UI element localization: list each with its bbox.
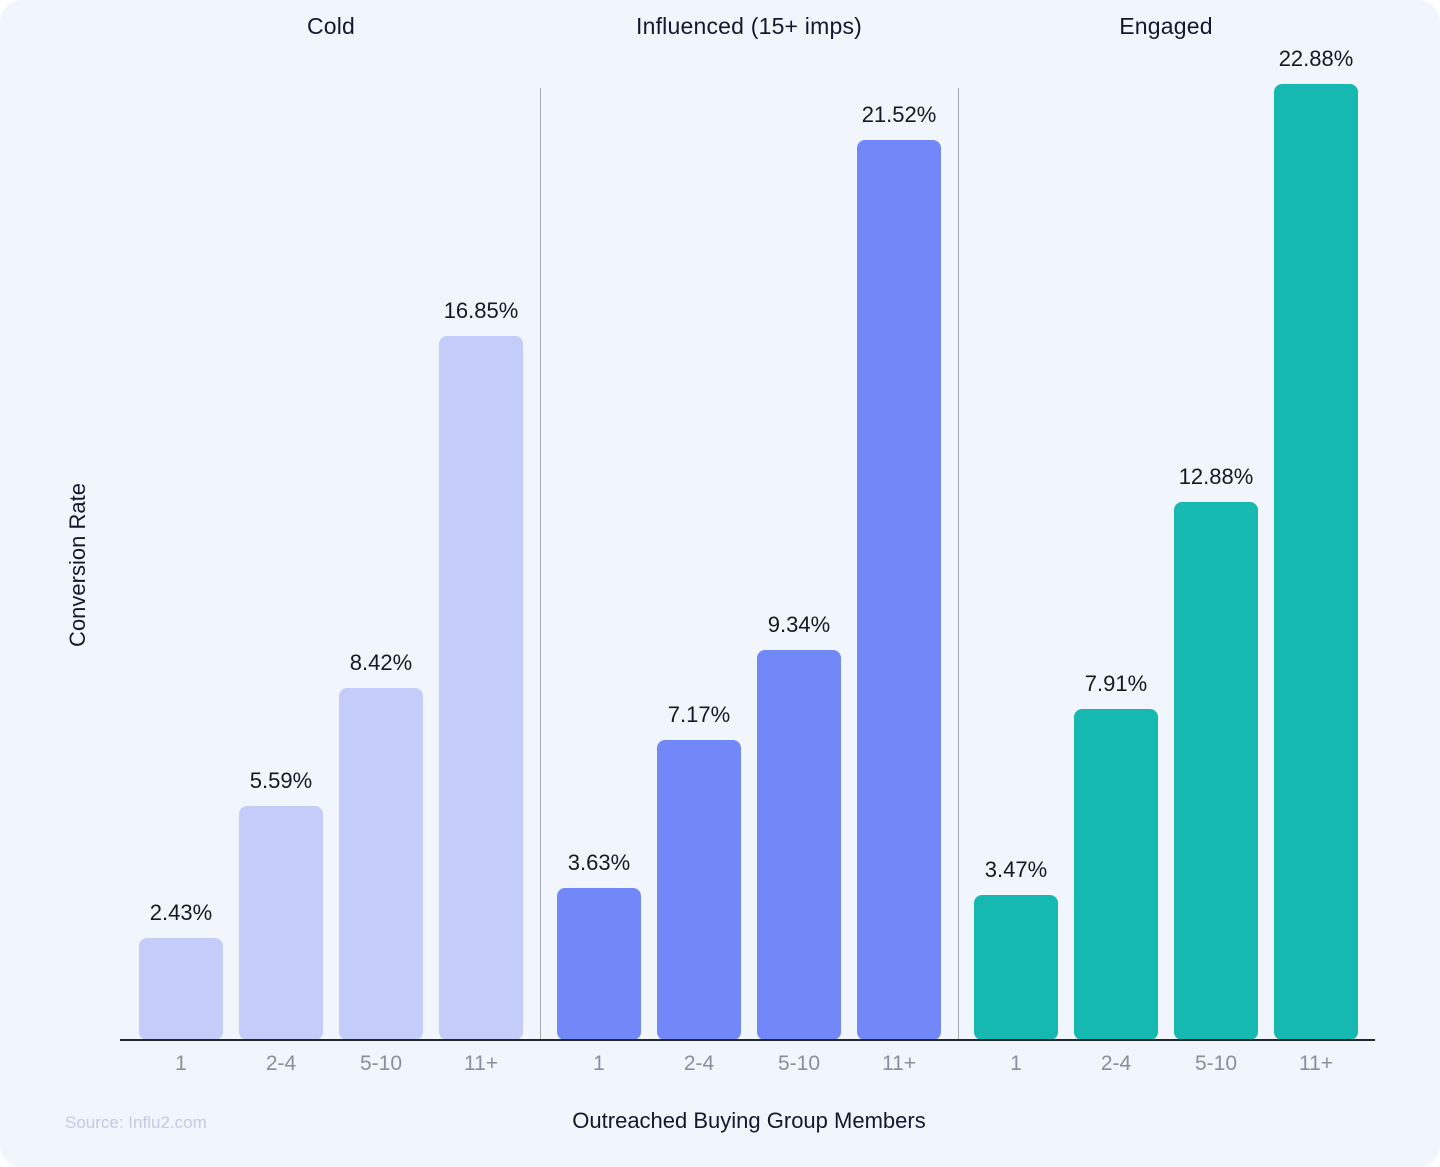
bar-cold-2-4 [239, 806, 323, 1040]
x-tick-label: 1 [175, 1052, 187, 1075]
x-tick-label: 2-4 [265, 1052, 297, 1075]
bar-cold-11+ [439, 336, 523, 1040]
value-label: 16.85% [443, 298, 519, 323]
group-header-engaged: Engaged [1119, 13, 1213, 39]
bar-influenced-5-10 [757, 650, 841, 1040]
value-label: 2.43% [149, 900, 213, 925]
value-label: 3.63% [567, 850, 631, 875]
bar-engaged-11+ [1274, 84, 1358, 1040]
x-tick-label: 2-4 [683, 1052, 715, 1075]
group-divider [540, 88, 541, 1039]
x-tick-label: 1 [1010, 1052, 1022, 1075]
x-tick-label: 1 [593, 1052, 605, 1075]
value-label: 7.91% [1084, 671, 1148, 696]
group-divider [958, 88, 959, 1039]
y-axis-title: Conversion Rate [65, 483, 90, 647]
x-axis-title: Outreached Buying Group Members [572, 1108, 926, 1133]
bar-cold-5-10 [339, 688, 423, 1040]
bar-engaged-5-10 [1174, 502, 1258, 1040]
x-tick-label: 2-4 [1100, 1052, 1132, 1075]
bar-influenced-2-4 [657, 740, 741, 1040]
value-label: 21.52% [861, 102, 937, 127]
value-label: 7.17% [667, 702, 731, 727]
x-axis-line [120, 1039, 1375, 1041]
bar-engaged-2-4 [1074, 709, 1158, 1040]
value-label: 8.42% [349, 650, 413, 675]
x-tick-label: 5-10 [359, 1052, 403, 1075]
bar-engaged-1 [974, 895, 1058, 1040]
group-header-influenced-15-imps: Influenced (15+ imps) [635, 13, 862, 39]
x-tick-label: 5-10 [1194, 1052, 1238, 1075]
value-label: 9.34% [767, 612, 831, 637]
x-tick-label: 11+ [463, 1052, 499, 1075]
bar-cold-1 [139, 938, 223, 1040]
group-header-cold: Cold [306, 13, 356, 39]
value-label: 12.88% [1178, 464, 1254, 489]
value-label: 3.47% [984, 857, 1048, 882]
bar-influenced-11+ [857, 140, 941, 1040]
value-label: 5.59% [249, 768, 313, 793]
x-tick-label: 5-10 [777, 1052, 821, 1075]
x-tick-label: 11+ [1298, 1052, 1334, 1075]
x-tick-label: 11+ [881, 1052, 917, 1075]
source-attribution: Source: Influ2.com [65, 1113, 207, 1132]
value-label: 22.88% [1278, 46, 1354, 71]
bar-influenced-1 [557, 888, 641, 1040]
